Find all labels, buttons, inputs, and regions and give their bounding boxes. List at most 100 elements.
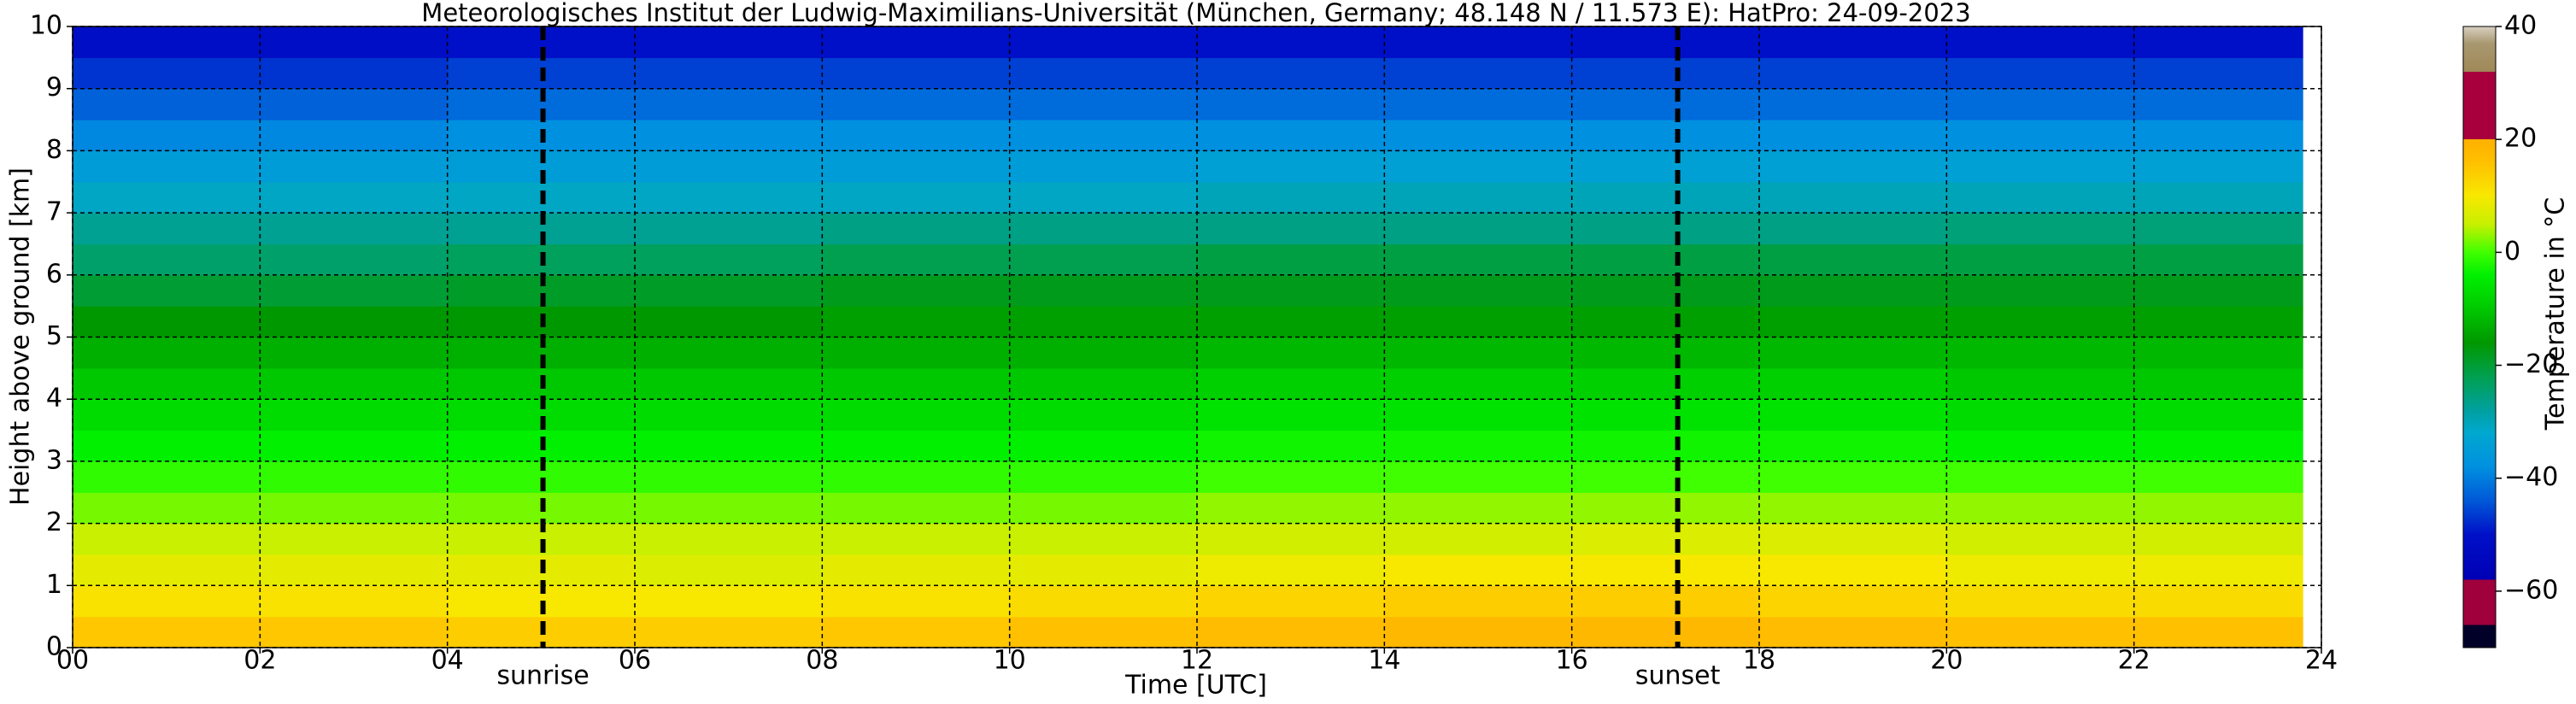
heat-cell xyxy=(822,306,1011,338)
y-tick-label: 8 xyxy=(46,135,62,165)
heat-cell xyxy=(1197,26,1385,58)
heat-cell xyxy=(260,430,449,462)
heat-cell xyxy=(1571,88,1760,120)
heat-cell xyxy=(822,523,1011,555)
heat-cell xyxy=(1009,274,1198,307)
heat-cell xyxy=(1197,181,1385,214)
heat-cell xyxy=(1759,181,1947,214)
heat-cell xyxy=(635,120,823,151)
heat-cell xyxy=(1946,492,2135,525)
heat-cell xyxy=(635,88,823,120)
heat-cell xyxy=(1384,120,1573,151)
y-tick-label: 2 xyxy=(46,507,62,537)
heat-cell xyxy=(260,585,449,618)
heat-cell xyxy=(1009,367,1198,400)
heat-cell xyxy=(1946,181,2135,214)
heat-cell xyxy=(1759,88,1947,120)
colorbar-tick-label: 40 xyxy=(2504,11,2537,41)
heat-cell xyxy=(822,274,1011,307)
heat-cell xyxy=(1009,181,1198,214)
heat-cell xyxy=(1197,461,1385,493)
heat-cell xyxy=(1384,554,1573,586)
heat-cell xyxy=(1946,57,2135,90)
colorbar-tick-label: −40 xyxy=(2504,462,2558,492)
heat-cell xyxy=(635,306,823,338)
heat-cell xyxy=(635,337,823,369)
heat-cell xyxy=(822,492,1011,525)
heat-cell xyxy=(1946,367,2135,400)
heat-cell xyxy=(1571,492,1760,525)
heat-cell xyxy=(260,367,449,400)
heat-cell xyxy=(1197,337,1385,369)
heat-cell xyxy=(2133,120,2303,151)
heat-cell xyxy=(1384,399,1573,431)
heat-cell xyxy=(1009,57,1198,90)
x-tick-label: 14 xyxy=(1368,646,1400,676)
heat-cell xyxy=(2133,523,2303,555)
heat-cell xyxy=(2133,181,2303,214)
heat-cell xyxy=(1571,150,1760,183)
y-tick-label: 5 xyxy=(46,321,62,351)
heat-cell xyxy=(2133,492,2303,525)
heat-cell xyxy=(1009,213,1198,245)
heat-cell xyxy=(1759,399,1947,431)
heat-cell xyxy=(1571,213,1760,245)
heat-cell xyxy=(2133,150,2303,183)
heat-cell xyxy=(822,554,1011,586)
heat-cell xyxy=(1759,243,1947,276)
heat-cell xyxy=(822,616,1011,648)
heat-cell xyxy=(73,26,261,58)
heat-cell xyxy=(1571,523,1760,555)
heat-cell xyxy=(260,616,449,648)
heat-cell xyxy=(260,181,449,214)
heat-cell xyxy=(1759,213,1947,245)
heat-cell xyxy=(73,523,261,555)
colorbar-label: Temperature in °C xyxy=(2541,197,2571,431)
heat-cell xyxy=(1571,367,1760,400)
heat-cell xyxy=(260,274,449,307)
heat-cell xyxy=(1197,399,1385,431)
heat-cell xyxy=(1384,367,1573,400)
heat-cell xyxy=(2133,26,2303,58)
heat-cell xyxy=(1384,430,1573,462)
heat-cell xyxy=(1759,306,1947,338)
heat-cell xyxy=(1009,461,1198,493)
heat-cell xyxy=(1946,616,2135,648)
heat-cell xyxy=(1571,181,1760,214)
heat-cell xyxy=(1197,306,1385,338)
heat-cell xyxy=(1946,430,2135,462)
heat-cell xyxy=(1571,399,1760,431)
heat-cell xyxy=(822,461,1011,493)
heat-cell xyxy=(822,367,1011,400)
heat-cell xyxy=(822,57,1011,90)
heat-cell xyxy=(260,150,449,183)
heat-cell xyxy=(1009,26,1198,58)
heat-cell xyxy=(1384,585,1573,618)
x-axis-label: Time [UTC] xyxy=(1124,671,1267,701)
heat-cell xyxy=(260,492,449,525)
heat-cell xyxy=(1759,57,1947,90)
colorbar xyxy=(2462,26,2497,648)
heat-cell xyxy=(2133,399,2303,431)
heat-cell xyxy=(1197,616,1385,648)
heat-cell xyxy=(1759,274,1947,307)
heat-cell xyxy=(635,367,823,400)
heat-cell xyxy=(635,616,823,648)
heat-cell xyxy=(73,57,261,90)
heat-cell xyxy=(1946,120,2135,151)
heat-cell xyxy=(73,88,261,120)
heat-cell xyxy=(822,243,1011,276)
heat-cell xyxy=(73,181,261,214)
heat-cell xyxy=(635,461,823,493)
heat-cell xyxy=(635,492,823,525)
heat-cell xyxy=(822,213,1011,245)
x-tick-label: 00 xyxy=(56,646,89,676)
heat-cell xyxy=(635,554,823,586)
heat-cell xyxy=(1384,492,1573,525)
heat-cell xyxy=(1009,337,1198,369)
heat-cell xyxy=(1571,430,1760,462)
heat-cell xyxy=(635,274,823,307)
plot-frame xyxy=(72,26,2322,648)
heat-cell xyxy=(1009,430,1198,462)
